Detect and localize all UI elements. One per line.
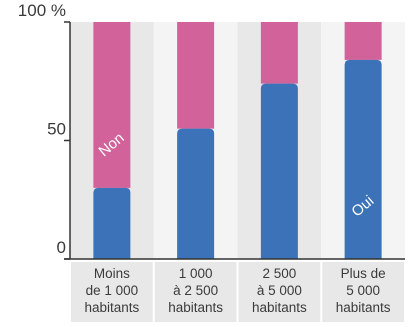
category-label-line: Moins <box>94 266 130 281</box>
category-label-line: Plus de <box>341 266 386 281</box>
bar-segment-non <box>93 22 130 188</box>
bar-segment-oui <box>93 188 130 259</box>
bar-segment-oui <box>177 129 214 259</box>
y-tick-labels: 0 50 100 % <box>18 1 70 259</box>
category-label-line: à 2 500 <box>173 283 218 298</box>
category-label-line: habitants <box>252 300 307 315</box>
y-tick-label: 0 <box>57 238 66 257</box>
category-label-line: à 5 000 <box>257 283 302 298</box>
bar-segment-non <box>261 22 298 84</box>
category-label-line: 5 000 <box>346 283 380 298</box>
category-label-line: habitants <box>336 300 391 315</box>
bar-segment-oui <box>261 84 298 259</box>
category-label-line: habitants <box>168 300 223 315</box>
bar-segment-oui <box>345 60 382 259</box>
category-label-line: 2 500 <box>262 266 296 281</box>
category-label-line: de 1 000 <box>86 283 139 298</box>
bar-segment-non <box>177 22 214 129</box>
bar-segment-non <box>345 22 382 60</box>
category-label-line: habitants <box>84 300 139 315</box>
category-label-line: 1 000 <box>179 266 213 281</box>
y-tick-label: 50 <box>47 120 66 139</box>
y-tick-label: 100 % <box>18 1 66 20</box>
